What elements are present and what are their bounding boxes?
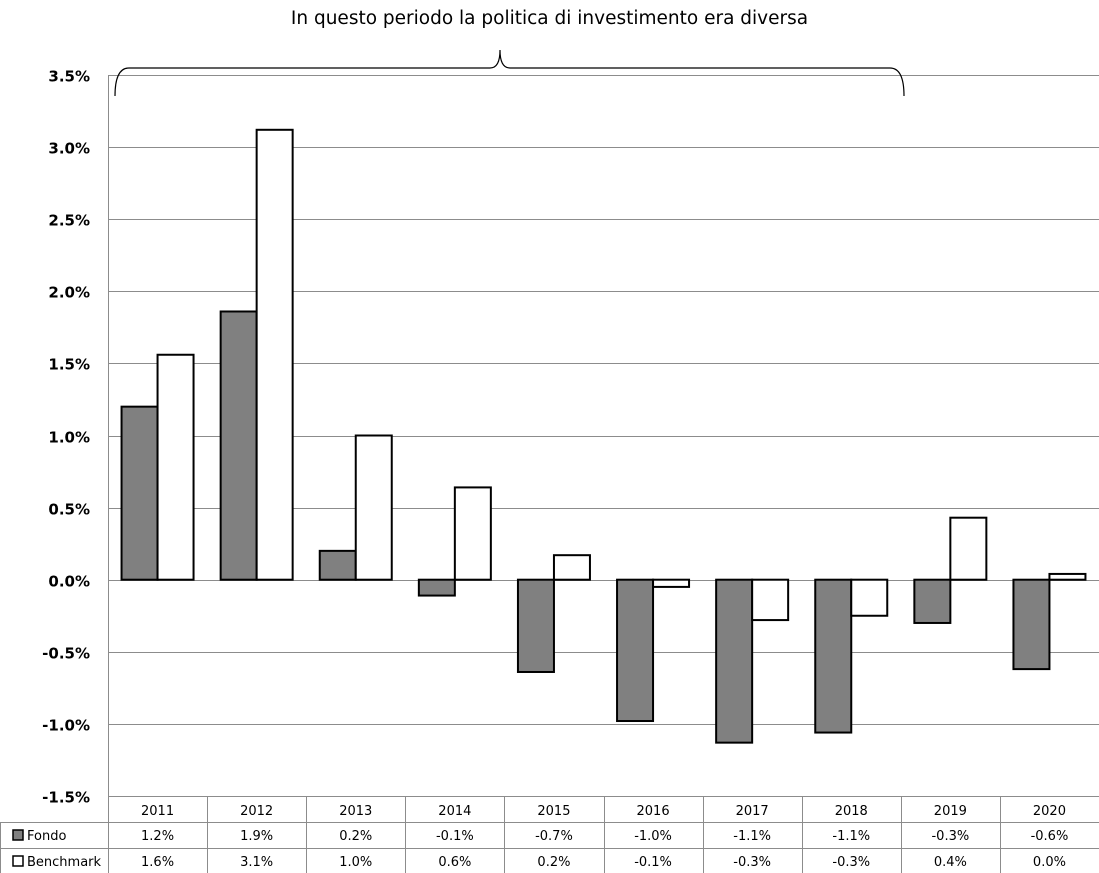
bar-benchmark-2011 xyxy=(156,353,195,581)
y-tick-label: 3.5% xyxy=(48,68,90,86)
legend-label-benchmark: Benchmark xyxy=(27,855,102,870)
bar-benchmark-2018 xyxy=(850,578,889,617)
x-tick-label: 2012 xyxy=(240,804,273,819)
x-tick-label: 2011 xyxy=(141,804,174,819)
data-table-cell: -1.0% xyxy=(634,829,672,844)
y-tick-label: 2.0% xyxy=(48,284,90,302)
bar-benchmark-2013 xyxy=(354,434,393,581)
y-tick-label: 1.5% xyxy=(48,356,90,374)
x-tick-label: 2014 xyxy=(438,804,471,819)
data-table-cell: 3.1% xyxy=(240,855,273,870)
data-table-cell: 0.2% xyxy=(339,829,372,844)
data-table-cell: -0.6% xyxy=(1031,829,1069,844)
bar-fondo-2018 xyxy=(814,578,853,734)
data-table-cell: -0.3% xyxy=(832,855,870,870)
y-tick-label: -1.0% xyxy=(42,717,90,735)
x-tick-label: 2019 xyxy=(934,804,967,819)
bar-benchmark-2016 xyxy=(652,578,691,588)
bar-fondo-2019 xyxy=(913,578,952,624)
data-table-cell: 1.2% xyxy=(141,829,174,844)
bar-benchmark-2014 xyxy=(453,486,492,581)
data-table-cell: 1.6% xyxy=(141,855,174,870)
x-tick-label: 2013 xyxy=(339,804,372,819)
bar-benchmark-2020 xyxy=(1048,572,1087,581)
bar-benchmark-2019 xyxy=(949,516,988,581)
y-tick-label: 0.5% xyxy=(48,501,90,519)
bar-fondo-2015 xyxy=(516,578,555,673)
y-tick-label: -1.5% xyxy=(42,789,90,807)
x-tick-label: 2017 xyxy=(736,804,769,819)
annotation-text: In questo periodo la politica di investi… xyxy=(290,8,809,29)
y-tick-label: 0.0% xyxy=(48,573,90,591)
legend-swatch-fondo xyxy=(12,829,24,841)
bar-benchmark-2017 xyxy=(751,578,790,622)
annotation-brace xyxy=(114,49,905,97)
bar-fondo-2012 xyxy=(219,310,258,581)
data-table-cell: -0.3% xyxy=(931,829,969,844)
data-table-cell: 0.6% xyxy=(438,855,471,870)
legend-label-fondo: Fondo xyxy=(27,829,66,844)
x-tick-label: 2015 xyxy=(537,804,570,819)
x-tick-label: 2018 xyxy=(835,804,868,819)
x-tick-label: 2020 xyxy=(1033,804,1066,819)
data-table-cell: -1.1% xyxy=(832,829,870,844)
data-table-cell: -0.3% xyxy=(733,855,771,870)
y-tick-label: -0.5% xyxy=(42,645,90,663)
bar-fondo-2016 xyxy=(616,578,655,723)
data-table-cell: -1.1% xyxy=(733,829,771,844)
y-tick-label: 2.5% xyxy=(48,212,90,230)
bar-benchmark-2012 xyxy=(255,128,294,581)
data-table-cell: 1.9% xyxy=(240,829,273,844)
bar-fondo-2013 xyxy=(318,549,357,581)
legend-swatch-benchmark xyxy=(12,855,24,867)
bar-fondo-2017 xyxy=(715,578,754,744)
data-table-cell: -0.7% xyxy=(535,829,573,844)
bar-fondo-2014 xyxy=(417,578,456,597)
x-tick-label: 2016 xyxy=(637,804,670,819)
data-table-cell: 0.0% xyxy=(1033,855,1066,870)
bar-benchmark-2015 xyxy=(552,554,591,581)
y-tick-label: 1.0% xyxy=(48,429,90,447)
data-table-cell: 0.2% xyxy=(537,855,570,870)
data-table-cell: 0.4% xyxy=(934,855,967,870)
bar-fondo-2011 xyxy=(120,405,159,581)
bar-fondo-2020 xyxy=(1012,578,1051,671)
data-table-cell: 1.0% xyxy=(339,855,372,870)
y-tick-label: 3.0% xyxy=(48,140,90,158)
data-table-cell: -0.1% xyxy=(634,855,672,870)
data-table-cell: -0.1% xyxy=(436,829,474,844)
